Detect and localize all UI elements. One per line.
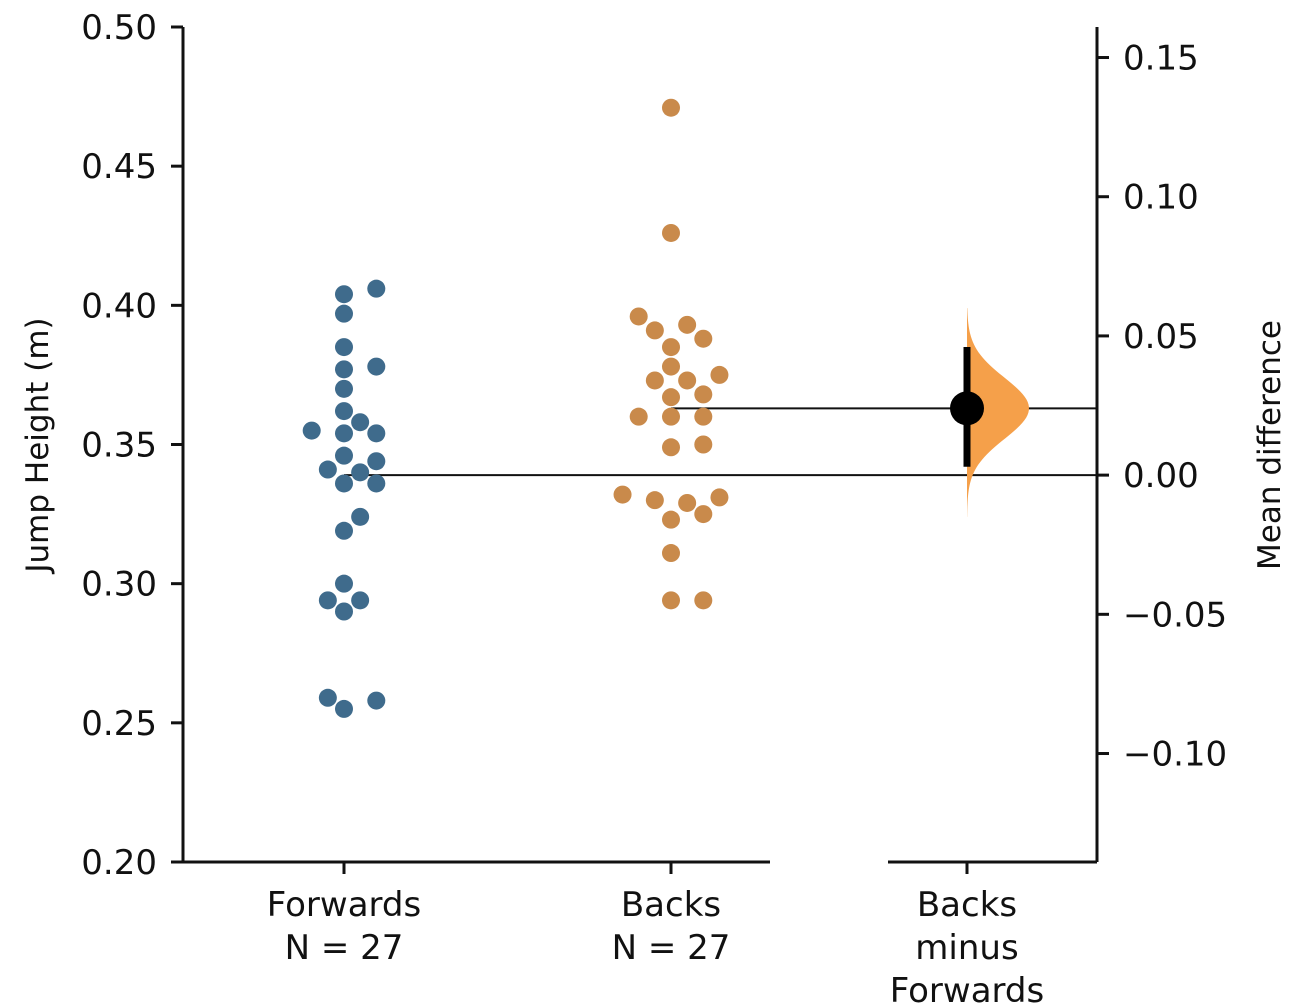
right-y-tick-label: −0.10 <box>1123 735 1227 775</box>
data-point <box>335 424 353 443</box>
data-point <box>367 452 386 471</box>
data-point <box>662 338 680 357</box>
data-point <box>629 407 648 426</box>
data-point <box>351 591 370 610</box>
data-point <box>367 424 386 443</box>
swarm-points <box>302 98 729 718</box>
data-point <box>662 591 680 610</box>
data-point <box>694 385 713 404</box>
x-tick-label-difference: minus <box>915 928 1018 968</box>
x-tick-label-backs: N = 27 <box>612 928 731 968</box>
left-y-tick-label: 0.25 <box>81 704 157 744</box>
data-point <box>662 98 680 117</box>
data-point <box>335 602 353 621</box>
data-point <box>629 307 648 326</box>
bootstrap-distribution <box>967 308 1029 517</box>
data-point <box>335 379 353 398</box>
data-point <box>662 438 680 457</box>
x-tick-label-difference: Forwards <box>890 971 1044 1008</box>
right-y-tick-label: −0.05 <box>1123 595 1227 635</box>
data-point <box>678 493 697 512</box>
data-point <box>318 591 337 610</box>
right-y-tick-label: 0.00 <box>1123 456 1199 496</box>
x-tick-label-forwards: N = 27 <box>285 928 404 968</box>
data-point <box>710 365 729 384</box>
data-point <box>335 574 353 593</box>
mean-difference-distribution <box>967 308 1029 517</box>
data-point <box>351 507 370 526</box>
data-point <box>678 315 697 334</box>
data-point <box>662 407 680 426</box>
x-tick-label-difference: Backs <box>917 885 1017 925</box>
data-point <box>335 521 353 540</box>
data-point <box>367 279 386 298</box>
left-y-tick-label: 0.40 <box>81 286 157 326</box>
data-point <box>367 357 386 376</box>
data-point <box>335 402 353 421</box>
right-y-tick-label: 0.10 <box>1123 178 1199 218</box>
left-y-axis-ticks: 0.20 0.25 0.30 0.35 0.40 0.45 0.50 <box>81 8 183 883</box>
data-point <box>645 371 664 390</box>
data-point <box>613 485 632 504</box>
left-y-tick-label: 0.30 <box>81 565 157 605</box>
left-y-tick-label: 0.50 <box>81 8 157 48</box>
x-tick-label-forwards: Forwards <box>267 885 421 925</box>
data-point <box>318 688 337 707</box>
right-y-axis-ticks: −0.10 −0.05 0.00 0.05 0.10 0.15 <box>1097 39 1227 775</box>
data-point <box>335 285 353 304</box>
left-y-tick-label: 0.45 <box>81 147 157 187</box>
left-y-tick-label: 0.35 <box>81 426 157 466</box>
data-point <box>694 329 713 348</box>
data-point <box>662 510 680 529</box>
data-point <box>367 691 386 710</box>
left-y-tick-label: 0.20 <box>81 843 157 883</box>
data-point <box>694 505 713 524</box>
data-point <box>710 488 729 507</box>
data-point <box>694 407 713 426</box>
right-y-tick-label: 0.15 <box>1123 39 1199 79</box>
right-y-tick-label: 0.05 <box>1123 317 1199 357</box>
data-point <box>662 223 680 242</box>
data-point <box>335 699 353 718</box>
data-point <box>351 413 370 432</box>
data-point <box>662 544 680 563</box>
data-point <box>678 371 697 390</box>
data-point <box>694 435 713 454</box>
data-point <box>335 304 353 323</box>
data-point <box>694 591 713 610</box>
data-point <box>645 491 664 510</box>
data-point <box>335 360 353 379</box>
right-y-axis-title: Mean difference <box>1252 320 1288 570</box>
data-point <box>645 321 664 340</box>
data-point <box>335 446 353 465</box>
data-point <box>662 388 680 407</box>
data-point <box>335 474 353 493</box>
data-point <box>351 463 370 482</box>
left-y-axis-title: Jump Height (m) <box>20 317 56 574</box>
data-point <box>662 357 680 376</box>
effect-size-marker <box>950 347 984 467</box>
mean-difference-point <box>950 391 984 426</box>
x-tick-label-backs: Backs <box>621 885 721 925</box>
data-point <box>335 338 353 357</box>
data-point <box>318 460 337 479</box>
data-point <box>302 421 321 440</box>
data-point <box>367 474 386 493</box>
